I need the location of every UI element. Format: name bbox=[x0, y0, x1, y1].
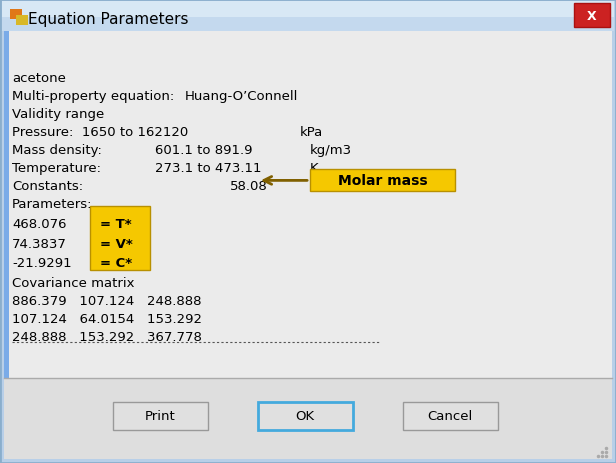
Text: kPa: kPa bbox=[300, 126, 323, 139]
Text: Pressure:  1650 to 162120: Pressure: 1650 to 162120 bbox=[12, 126, 188, 139]
Text: Parameters:: Parameters: bbox=[12, 198, 92, 211]
Text: Validity range: Validity range bbox=[12, 108, 104, 121]
Text: = C*: = C* bbox=[100, 256, 132, 269]
Text: 886.379   107.124   248.888: 886.379 107.124 248.888 bbox=[12, 294, 201, 307]
Text: Huang-O’Connell: Huang-O’Connell bbox=[185, 90, 298, 103]
Text: Cancel: Cancel bbox=[428, 409, 472, 422]
Text: 601.1 to 891.9: 601.1 to 891.9 bbox=[155, 144, 253, 157]
Text: K: K bbox=[310, 162, 318, 175]
Text: 58.08: 58.08 bbox=[230, 180, 268, 193]
Bar bbox=[4, 378, 612, 459]
Bar bbox=[403, 403, 498, 431]
Text: Temperature:: Temperature: bbox=[12, 162, 101, 175]
Text: acetone: acetone bbox=[12, 72, 66, 85]
Bar bbox=[113, 402, 208, 430]
Text: X: X bbox=[587, 10, 597, 23]
Text: -21.9291: -21.9291 bbox=[12, 256, 71, 269]
Text: Print: Print bbox=[145, 409, 176, 422]
Bar bbox=[257, 402, 352, 430]
Text: 248.888   153.292   367.778: 248.888 153.292 367.778 bbox=[12, 330, 202, 343]
Text: 107.124   64.0154   153.292: 107.124 64.0154 153.292 bbox=[12, 312, 202, 325]
Text: Constants:: Constants: bbox=[12, 180, 83, 193]
Text: Mass density:: Mass density: bbox=[12, 144, 102, 157]
Bar bbox=[2, 2, 614, 18]
Text: = T*: = T* bbox=[100, 218, 132, 231]
Bar bbox=[4, 32, 9, 459]
Bar bbox=[90, 207, 150, 270]
Text: 273.1 to 473.11: 273.1 to 473.11 bbox=[155, 162, 262, 175]
Bar bbox=[310, 170, 455, 192]
Bar bbox=[574, 4, 610, 28]
Text: Covariance matrix: Covariance matrix bbox=[12, 276, 134, 289]
Bar bbox=[259, 403, 354, 431]
Text: OK: OK bbox=[296, 409, 315, 422]
Text: 74.3837: 74.3837 bbox=[12, 237, 67, 250]
Bar bbox=[402, 402, 498, 430]
Text: Multi-property equation:: Multi-property equation: bbox=[12, 90, 174, 103]
Bar bbox=[16, 16, 28, 26]
Text: Molar mass: Molar mass bbox=[338, 174, 428, 188]
Text: Equation Parameters: Equation Parameters bbox=[28, 12, 188, 26]
Text: 468.076: 468.076 bbox=[12, 218, 67, 231]
Bar bbox=[2, 2, 614, 32]
Text: = V*: = V* bbox=[100, 237, 133, 250]
Bar bbox=[113, 403, 208, 431]
Bar bbox=[10, 10, 22, 20]
Text: kg/m3: kg/m3 bbox=[310, 144, 352, 157]
